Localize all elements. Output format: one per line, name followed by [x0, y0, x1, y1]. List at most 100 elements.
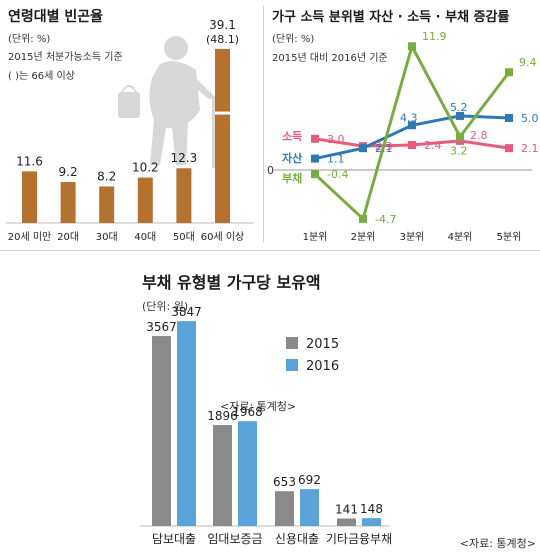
poverty-category-label: 60세 이상: [201, 231, 245, 243]
legend-swatch-2015: [286, 337, 298, 349]
series-legend-label: 부채: [282, 171, 302, 185]
series-value-label: 3.2: [450, 145, 468, 158]
debt-unit: (단위: 원): [142, 300, 188, 313]
debt-bar: [362, 518, 381, 526]
poverty-value-label: 39.1: [209, 18, 236, 32]
series-value-label: 2.8: [470, 129, 488, 142]
series-value-label: 5.0: [521, 112, 539, 125]
poverty-value-label: 12.3: [171, 151, 198, 165]
series-marker: [359, 214, 367, 223]
debt-value-label: 653: [273, 475, 296, 489]
series-value-label: -4.7: [375, 213, 396, 226]
poverty-note-2: ( )는 66세 이상: [8, 70, 75, 82]
legend-label-2015: 2015: [306, 337, 339, 352]
legend: 2015 2016: [286, 337, 339, 374]
poverty-chart: 연령대별 빈곤율 (단위: %) 2015년 처분가능소득 기준 ( )는 66…: [6, 8, 254, 243]
poverty-unit: (단위: %): [8, 32, 50, 45]
debt-category-label: 임대보증금: [207, 532, 262, 546]
quintile-zero-label: 0: [267, 164, 274, 177]
poverty-category-label: 30대: [96, 231, 118, 243]
poverty-bar: [137, 177, 153, 223]
debt-bar: [177, 321, 196, 526]
series-marker: [456, 136, 464, 145]
debt-value-label: 148: [360, 502, 383, 516]
debt-chart-panel: 부채 유형별 가구당 보유액 (단위: 원) <자료: 통계청> 2015 20…: [0, 251, 540, 555]
legend-swatch-2016: [286, 359, 298, 371]
debt-value-label: 1968: [232, 405, 263, 419]
horizontal-divider: [0, 250, 540, 251]
series-value-label: -0.4: [327, 168, 348, 181]
debt-title: 부채 유형별 가구당 보유액: [142, 273, 321, 292]
series-value-label: 1.1: [327, 153, 345, 166]
series-value-label: 2.1: [375, 142, 393, 155]
quintile-category-label: 5분위: [497, 230, 522, 243]
poverty-chart-panel: 연령대별 빈곤율 (단위: %) 2015년 처분가능소득 기준 ( )는 66…: [0, 0, 262, 250]
debt-bar: [152, 336, 171, 526]
poverty-title: 연령대별 빈곤율: [8, 8, 103, 25]
debt-bar: [238, 421, 257, 526]
debt-value-label: 3847: [171, 305, 202, 319]
poverty-value-label: 8.2: [97, 169, 116, 183]
debt-chart: 부채 유형별 가구당 보유액 (단위: 원) <자료: 통계청> 2015 20…: [140, 273, 536, 550]
poverty-category-label: 50대: [173, 231, 195, 243]
series-marker: [311, 134, 319, 143]
poverty-category-label: 40대: [134, 231, 156, 243]
series-legend-label: 자산: [282, 151, 302, 165]
poverty-bar-break: [215, 111, 230, 115]
quintile-unit: (단위: %): [272, 32, 314, 45]
poverty-bar: [215, 48, 230, 224]
poverty-bar: [60, 182, 76, 223]
debt-inner-source: <자료: 통계청>: [220, 400, 296, 413]
quintile-title: 가구 소득 분위별 자산 · 소득 · 부채 증감률: [272, 9, 509, 25]
series-marker: [456, 111, 464, 120]
series-value-label: 2.1: [521, 142, 539, 155]
debt-value-label: 692: [298, 473, 321, 487]
series-marker: [408, 121, 416, 130]
series-marker: [505, 114, 513, 122]
series-marker: [505, 68, 513, 77]
debt-bar: [300, 489, 319, 526]
poverty-bar: [99, 186, 115, 223]
quintile-category-label: 1분위: [303, 230, 328, 243]
quintile-note: 2015년 대비 2016년 기준: [272, 52, 388, 64]
series-value-label: 4.3: [400, 111, 418, 124]
poverty-bar: [176, 168, 192, 223]
series-value-label: 2.4: [424, 139, 442, 152]
debt-category-label: 기타금융부채: [326, 532, 392, 546]
series-marker: [505, 144, 513, 153]
series-marker: [311, 170, 319, 179]
debt-bar: [213, 425, 232, 526]
debt-category-label: 담보대출: [152, 532, 196, 546]
series-marker: [408, 42, 416, 51]
poverty-extra-label: (48.1): [206, 33, 239, 46]
quintile-category-label: 4분위: [448, 230, 473, 243]
debt-bar: [337, 518, 356, 526]
debt-value-label: 3567: [146, 320, 177, 334]
series-marker: [359, 144, 367, 153]
quintile-chart: 가구 소득 분위별 자산 · 소득 · 부채 증감률 (단위: %) 2015년…: [267, 9, 539, 243]
poverty-category-label: 20세 미만: [8, 231, 52, 243]
poverty-bar: [22, 171, 37, 223]
poverty-note-1: 2015년 처분가능소득 기준: [8, 51, 123, 63]
series-marker: [456, 132, 464, 141]
series-legend-label: 소득: [282, 130, 302, 143]
series-value-label: 3.0: [327, 133, 345, 146]
series-value-label: 2.3: [375, 140, 393, 153]
series-value-label: 9.4: [519, 56, 537, 69]
vertical-divider: [263, 6, 264, 242]
series-marker: [408, 141, 416, 150]
series-value-label: 11.9: [422, 30, 447, 43]
poverty-category-label: 20대: [57, 231, 79, 243]
quintile-chart-panel: 가구 소득 분위별 자산 · 소득 · 부채 증감률 (단위: %) 2015년…: [264, 0, 540, 250]
quintile-category-label: 2분위: [351, 230, 376, 243]
footer-source: <자료: 통계청>: [460, 537, 536, 550]
poverty-value-label: 10.2: [132, 161, 159, 175]
quintile-category-label: 3분위: [400, 230, 425, 243]
debt-value-label: 141: [335, 502, 358, 516]
poverty-value-label: 9.2: [59, 165, 78, 179]
series-value-label: 5.2: [450, 101, 468, 114]
legend-label-2016: 2016: [306, 359, 339, 374]
debt-value-label: 1896: [207, 409, 238, 423]
debt-bar: [275, 491, 294, 526]
